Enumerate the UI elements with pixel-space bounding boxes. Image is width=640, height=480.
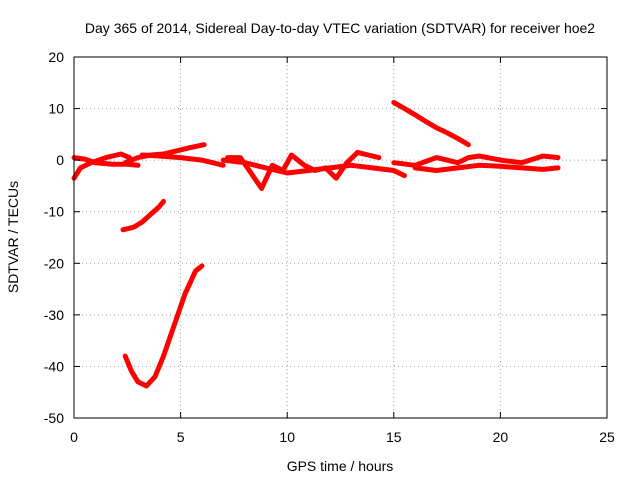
x-tick-label: 20	[493, 429, 509, 445]
axis-ticks: 0 5 10 15 20 25 -50 -40 -30 -20 -10 0 10 20	[44, 49, 615, 445]
series-arc-10	[391, 153, 561, 168]
y-tick-label: -30	[44, 307, 64, 323]
chart-title: Day 365 of 2014, Sidereal Day-to-day VTE…	[85, 20, 595, 36]
series-arc-8	[220, 157, 407, 179]
y-tick-label: 20	[48, 49, 64, 65]
x-tick-label: 5	[177, 429, 185, 445]
y-tick-label: -20	[44, 255, 64, 271]
y-tick-label: -40	[44, 358, 64, 374]
series-arc-4	[139, 152, 226, 168]
series-group	[71, 99, 561, 389]
grid	[74, 57, 607, 418]
plot-frame	[73, 56, 608, 419]
series-arc-2	[71, 155, 141, 168]
y-tick-label: -50	[44, 410, 64, 426]
y-tick-label: -10	[44, 204, 64, 220]
series-arc-5	[120, 198, 166, 233]
x-tick-label: 0	[70, 429, 78, 445]
y-tick-label: 10	[48, 101, 64, 117]
x-tick-label: 25	[599, 429, 615, 445]
series-arc-6	[122, 263, 205, 389]
series-arc-1	[71, 151, 132, 181]
series-arc-9	[391, 99, 471, 148]
x-axis-label: GPS time / hours	[287, 458, 394, 474]
y-axis-label: SDTVAR / TECUs	[5, 181, 21, 293]
x-tick-label: 15	[386, 429, 402, 445]
y-tick-label: 0	[56, 152, 64, 168]
series-arc-7	[225, 149, 382, 191]
series-arc-11	[412, 162, 561, 173]
x-tick-label: 10	[279, 429, 295, 445]
